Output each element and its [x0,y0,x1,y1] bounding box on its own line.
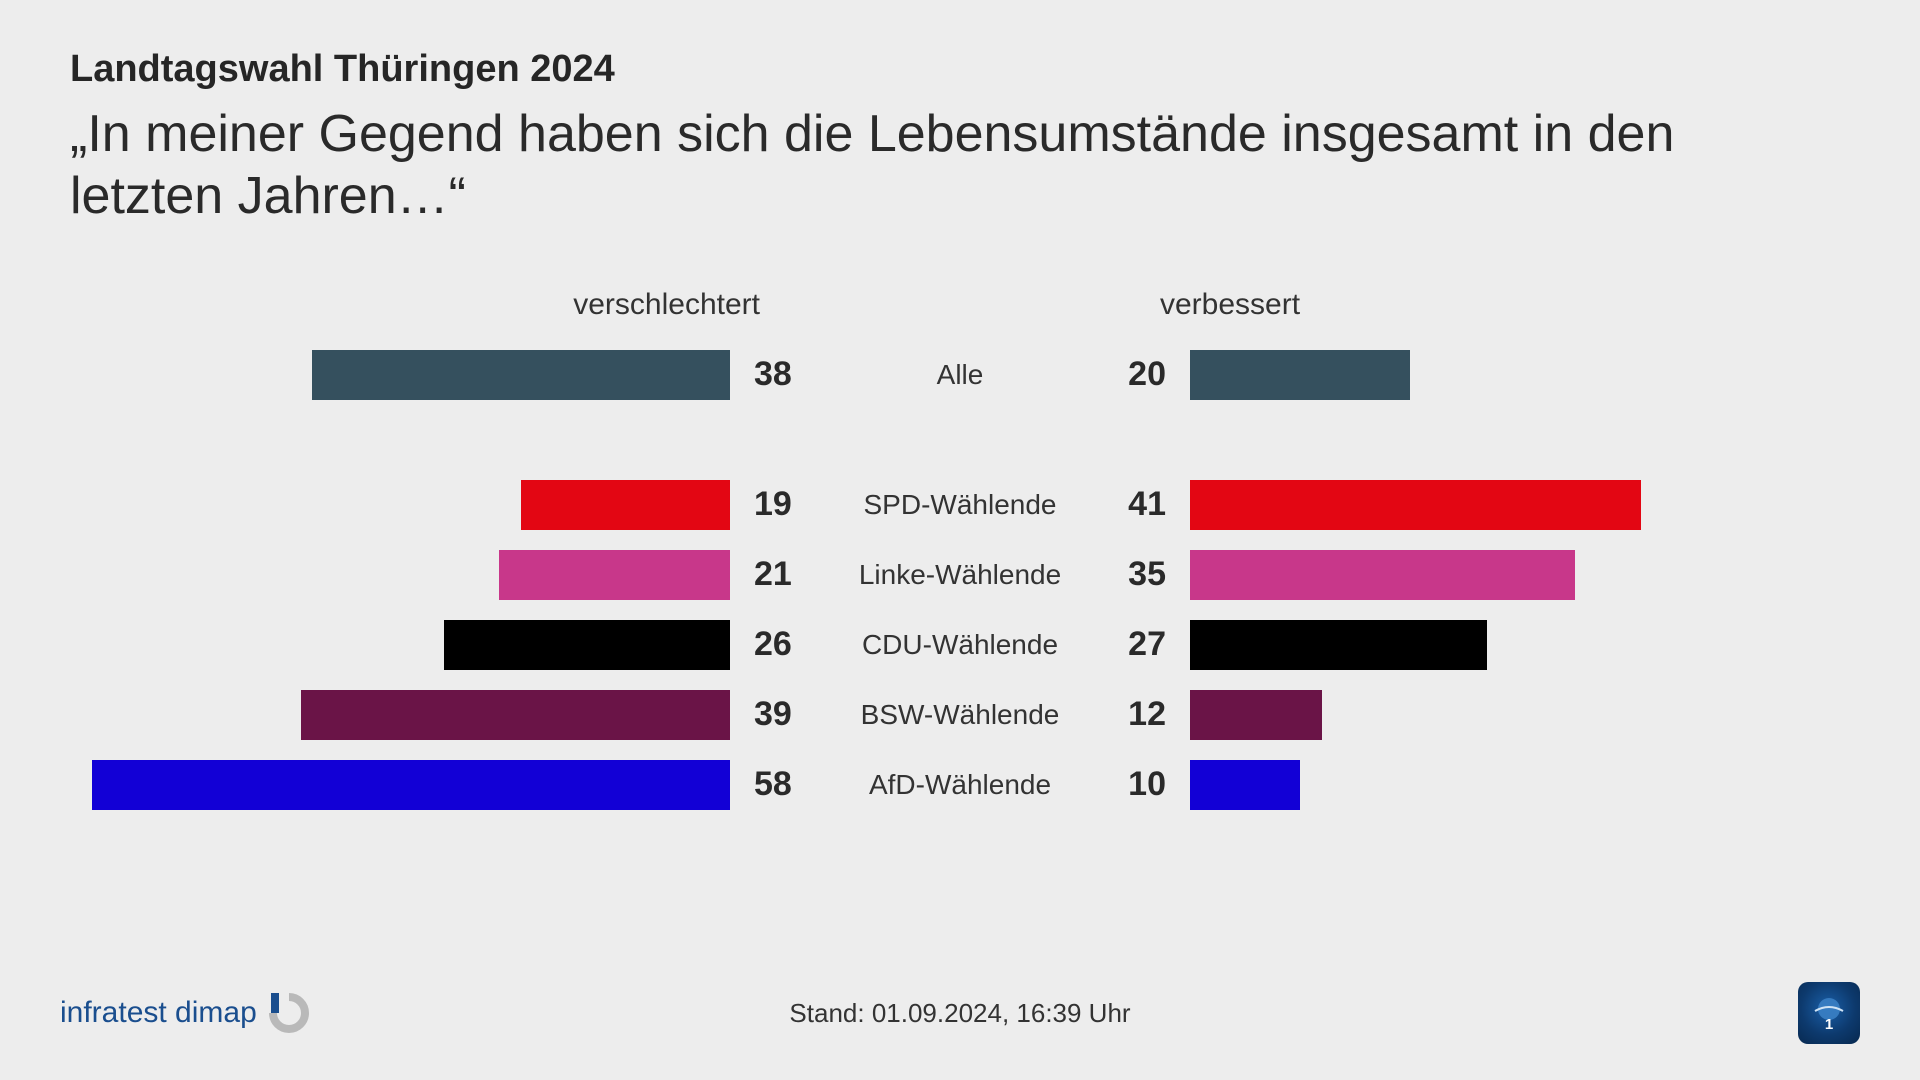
supertitle: Landtagswahl Thüringen 2024 [70,48,1850,91]
chart-title: „In meiner Gegend haben sich die Lebensu… [70,103,1770,228]
value-left: 19 [730,485,830,524]
bar-right [1190,690,1322,740]
bar-left [444,620,730,670]
source-attribution: infratest dimap [60,991,311,1035]
bar-left-wrap [70,690,730,740]
value-right: 20 [1090,355,1190,394]
value-left: 21 [730,555,830,594]
row-label: BSW-Wählende [830,699,1090,731]
bar-left [521,480,730,530]
diverging-bar-chart: verschlechtert verbessert 38Alle20 19SPD-… [70,288,1850,820]
source-label: infratest dimap [60,996,257,1030]
bar-left [92,760,730,810]
row-label: Linke-Wählende [830,559,1090,591]
bar-left [301,690,730,740]
svg-text:1: 1 [1825,1016,1833,1033]
bar-right-wrap [1190,480,1850,530]
value-right: 10 [1090,765,1190,804]
bar-left-wrap [70,620,730,670]
row-label: Alle [830,359,1090,391]
value-left: 58 [730,765,830,804]
chart-row: 58AfD-Wählende10 [70,750,1850,820]
infratest-dimap-logo-icon [267,991,311,1035]
column-header-left: verschlechtert [70,288,830,322]
bar-left-wrap [70,350,730,400]
row-label: CDU-Wählende [830,629,1090,661]
value-right: 12 [1090,695,1190,734]
value-left: 38 [730,355,830,394]
broadcaster-logo-icon: 1 [1798,982,1860,1044]
value-right: 27 [1090,625,1190,664]
column-header-right: verbessert [1090,288,1850,322]
timestamp: Stand: 01.09.2024, 16:39 Uhr [789,998,1130,1029]
bar-left [312,350,730,400]
bar-right-wrap [1190,760,1850,810]
bar-right [1190,760,1300,810]
bar-right-wrap [1190,690,1850,740]
bar-right-wrap [1190,350,1850,400]
chart-row: 38Alle20 [70,340,1850,410]
bar-right [1190,620,1487,670]
bar-left-wrap [70,760,730,810]
bar-right-wrap [1190,620,1850,670]
chart-row: 19SPD-Wählende41 [70,470,1850,540]
timestamp-value: 01.09.2024, 16:39 Uhr [872,998,1131,1028]
value-left: 26 [730,625,830,664]
row-label: AfD-Wählende [830,769,1090,801]
chart-row: 26CDU-Wählende27 [70,610,1850,680]
value-right: 35 [1090,555,1190,594]
timestamp-prefix: Stand: [789,998,871,1028]
bar-right [1190,480,1641,530]
bar-left-wrap [70,480,730,530]
bar-right [1190,350,1410,400]
value-left: 39 [730,695,830,734]
chart-row: 21Linke-Wählende35 [70,540,1850,610]
chart-row: 39BSW-Wählende12 [70,680,1850,750]
bar-left [499,550,730,600]
bar-right [1190,550,1575,600]
row-label: SPD-Wählende [830,489,1090,521]
value-right: 41 [1090,485,1190,524]
bar-right-wrap [1190,550,1850,600]
bar-left-wrap [70,550,730,600]
